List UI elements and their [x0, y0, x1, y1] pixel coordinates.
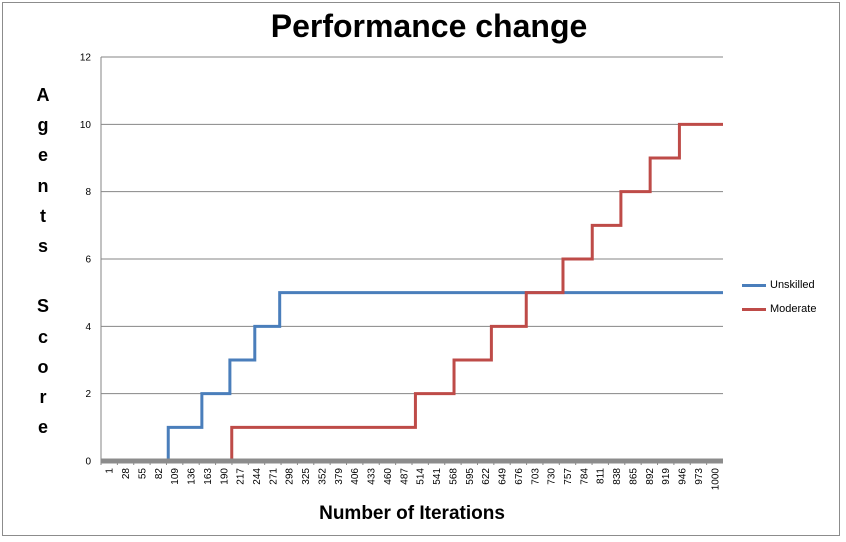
- x-tick-label: 433: [367, 468, 378, 485]
- x-tick-label: 325: [301, 468, 312, 485]
- y-axis-label-letter: c: [37, 326, 48, 347]
- x-tick-label: 406: [350, 468, 361, 485]
- x-tick-label: 892: [645, 468, 656, 485]
- x-tick-label: 865: [628, 468, 639, 485]
- legend-label-moderate: Moderate: [770, 303, 817, 315]
- x-tick-label: 28: [121, 468, 132, 480]
- x-tick-label: 82: [154, 468, 165, 480]
- y-axis-label-letter: n: [37, 175, 49, 196]
- x-tick-label: 379: [334, 468, 345, 485]
- x-tick-label: 298: [285, 468, 296, 485]
- x-tick-label: 757: [563, 468, 574, 485]
- x-tick-label: 595: [465, 468, 476, 485]
- x-tick-label: 946: [678, 468, 689, 485]
- legend-item-unskilled: Unskilled: [742, 276, 816, 300]
- y-axis-label-letter: e: [37, 417, 48, 438]
- x-tick-label: 973: [694, 468, 705, 485]
- x-tick-label: 55: [137, 468, 148, 480]
- y-tick-label: 12: [80, 53, 92, 64]
- x-tick-label: 919: [661, 468, 672, 485]
- legend-swatch-moderate: [742, 308, 766, 311]
- x-tick-label: 109: [170, 468, 181, 485]
- x-tick-label: 163: [203, 468, 214, 485]
- series-line-unskilled: [101, 291, 723, 463]
- x-tick-label: 1000: [710, 468, 721, 491]
- chart-frame: [2, 2, 840, 536]
- x-tick-label: 271: [268, 468, 279, 485]
- x-axis-label: Number of Iterations: [319, 503, 505, 524]
- series-line-moderate: [101, 122, 723, 463]
- x-tick-label: 541: [432, 468, 443, 485]
- y-tick-label: 10: [80, 120, 92, 131]
- x-tick-label: 136: [187, 468, 198, 485]
- y-tick-label: 8: [85, 187, 91, 198]
- x-tick-label: 703: [530, 468, 541, 485]
- y-tick-label: 6: [85, 255, 91, 266]
- x-tick-label: 514: [416, 468, 427, 485]
- x-tick-label: 460: [383, 468, 394, 485]
- chart-title: Performance change: [270, 8, 588, 44]
- legend: Unskilled Moderate: [742, 276, 816, 324]
- y-axis-label-letter: r: [39, 386, 47, 407]
- x-tick-label: 649: [498, 468, 509, 485]
- y-axis-label-letter: e: [37, 145, 48, 166]
- x-tick-label: 730: [547, 468, 558, 485]
- x-tick-label: 784: [579, 468, 590, 485]
- x-tick-label: 1: [105, 468, 116, 474]
- y-axis-label-letter: A: [36, 85, 50, 105]
- y-axis-label-letter: t: [40, 205, 46, 226]
- x-tick-label: 244: [252, 468, 263, 485]
- x-tick-label: 487: [399, 468, 410, 485]
- y-axis-label-letter: o: [37, 356, 49, 377]
- legend-item-moderate: Moderate: [742, 300, 816, 324]
- x-tick-label: 568: [448, 468, 459, 485]
- y-axis-label-letter: g: [37, 115, 49, 136]
- x-tick-label: 190: [219, 468, 230, 485]
- x-tick-label: 838: [612, 468, 623, 485]
- y-axis-label-letter: S: [36, 296, 49, 317]
- legend-swatch-unskilled: [742, 284, 766, 287]
- y-tick-label: 4: [85, 322, 91, 333]
- legend-label-unskilled: Unskilled: [770, 279, 815, 291]
- x-tick-label: 676: [514, 468, 525, 485]
- x-tick-label: 217: [236, 468, 247, 485]
- y-tick-label: 0: [85, 457, 91, 468]
- y-axis-label-letter: s: [37, 235, 48, 256]
- x-tick-label: 811: [596, 468, 607, 484]
- x-tick-label: 352: [317, 468, 328, 485]
- y-tick-label: 2: [85, 389, 91, 400]
- x-tick-label: 622: [481, 468, 492, 485]
